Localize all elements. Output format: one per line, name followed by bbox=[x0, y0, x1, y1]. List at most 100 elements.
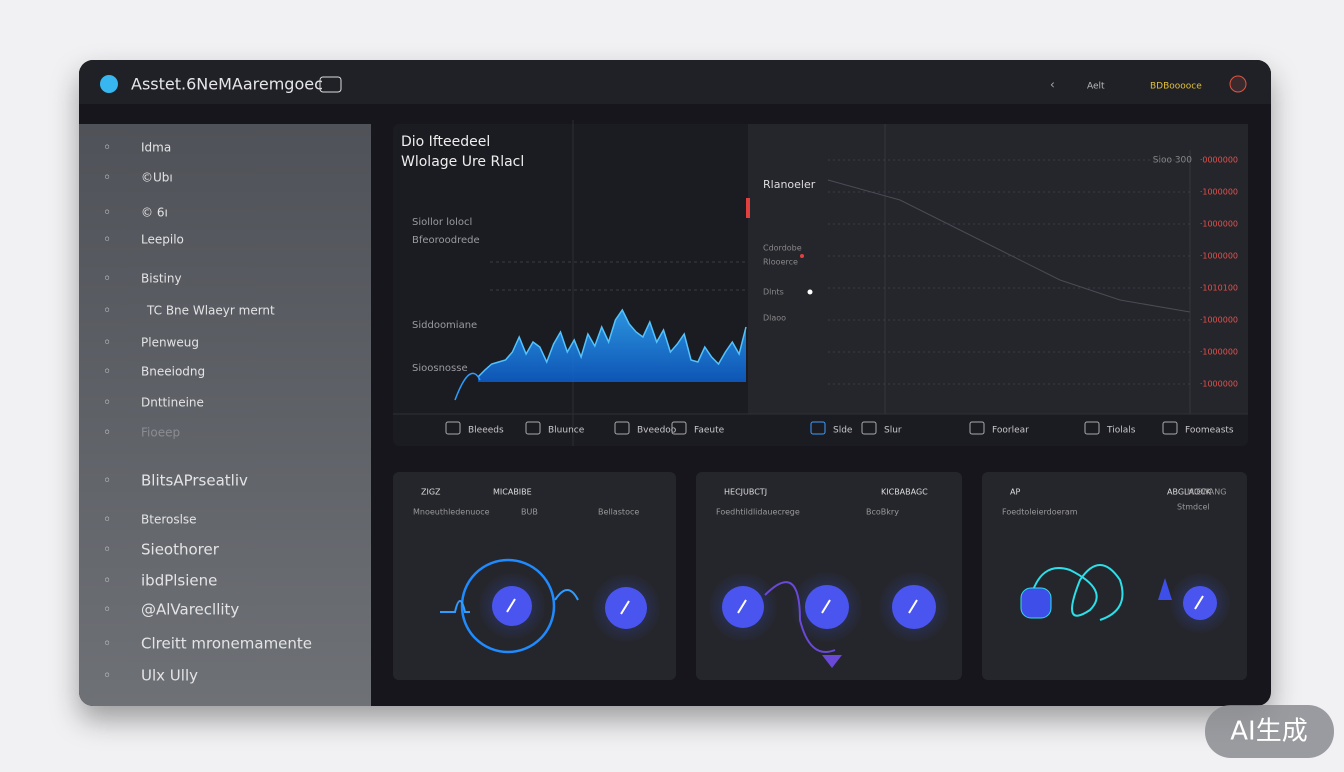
nav-icon[interactable]: ◦ bbox=[103, 232, 111, 248]
nav-icon[interactable]: ◦ bbox=[103, 542, 111, 558]
nav-icon[interactable]: ◦ bbox=[103, 668, 111, 684]
nav-item[interactable]: Clreitt mronemamente bbox=[141, 635, 312, 653]
axis-label: ·1000000 bbox=[1200, 220, 1238, 229]
trend-line bbox=[827, 179, 1191, 313]
nav-item[interactable]: Idma bbox=[141, 141, 171, 155]
nav-item[interactable]: Dnttineine bbox=[141, 396, 204, 410]
toolbar-icon[interactable] bbox=[969, 421, 985, 435]
card-note: BcoBkry bbox=[866, 508, 899, 517]
action-button[interactable] bbox=[805, 585, 849, 629]
nav-item[interactable]: © 6ı bbox=[141, 206, 168, 220]
arc bbox=[764, 581, 836, 653]
toolbar-icon[interactable] bbox=[445, 421, 461, 435]
back-icon[interactable]: ‹ bbox=[1050, 78, 1055, 92]
nav-icon[interactable]: ◦ bbox=[103, 364, 111, 380]
nav-icon[interactable]: ◦ bbox=[103, 573, 111, 589]
axis-label: ·0000000 bbox=[1200, 156, 1238, 165]
axis-top: Sioo 300 bbox=[1153, 156, 1193, 166]
nav-icon[interactable]: ◦ bbox=[103, 602, 111, 618]
nav-icon[interactable]: ◦ bbox=[103, 512, 111, 528]
card-subtitle: Foedtoleierdoeram bbox=[1002, 508, 1078, 517]
nav-icon[interactable]: ◦ bbox=[103, 425, 111, 441]
nav-item[interactable]: Leepilo bbox=[141, 233, 184, 247]
menu[interactable]: Aelt bbox=[1087, 82, 1105, 92]
nav-item[interactable]: Bneeiodng bbox=[141, 365, 205, 379]
toolbar-icon[interactable] bbox=[861, 421, 877, 435]
nav-icon[interactable]: ◦ bbox=[103, 636, 111, 652]
card-note: BUB bbox=[521, 508, 538, 517]
nav-icon[interactable]: ◦ bbox=[103, 271, 111, 287]
nav-item[interactable]: Ulx Ully bbox=[141, 667, 198, 685]
nav-item[interactable]: Sieothorer bbox=[141, 541, 220, 559]
app-title: Asstet.6NeMAaremgoec bbox=[131, 75, 323, 94]
axis-label: ·1000000 bbox=[1200, 348, 1238, 357]
nav-icon[interactable]: ◦ bbox=[103, 303, 111, 319]
overview-subtitle: Wlolage Ure Rlacl bbox=[401, 154, 524, 170]
card-subtitle: Foedhtildlidauecrege bbox=[716, 508, 800, 517]
watermark-bg bbox=[1205, 705, 1334, 758]
card-title: AP bbox=[1010, 488, 1020, 497]
toolbar-icon[interactable] bbox=[810, 421, 826, 435]
nav-item[interactable]: ©Ubı bbox=[141, 171, 173, 185]
toolbar-icon[interactable] bbox=[1084, 421, 1100, 435]
nav-item[interactable]: Plenweug bbox=[141, 336, 199, 350]
card-tag: KICBABAGC bbox=[881, 488, 928, 497]
toolbar-icon[interactable] bbox=[1162, 421, 1178, 435]
toolbar-item[interactable]: Bveedoo bbox=[637, 426, 677, 436]
toolbar-item[interactable]: Bluunce bbox=[548, 426, 585, 436]
axis-label: ·1000000 bbox=[1200, 188, 1238, 197]
action-button[interactable] bbox=[722, 586, 764, 628]
toolbar-item[interactable]: Foomeasts bbox=[1185, 426, 1234, 436]
right-panel bbox=[748, 124, 1248, 414]
icon-tile[interactable] bbox=[1020, 587, 1052, 619]
nav-icon[interactable]: ◦ bbox=[103, 473, 111, 489]
avatar[interactable] bbox=[1229, 75, 1247, 93]
side-label: Rlooerce bbox=[763, 258, 798, 267]
nav-item[interactable]: Bistiny bbox=[141, 272, 182, 286]
button-icon bbox=[821, 599, 831, 614]
watermark: AI生成 bbox=[1230, 717, 1307, 747]
marker bbox=[1158, 578, 1172, 600]
button-icon bbox=[1194, 595, 1204, 610]
toolbar-item[interactable]: Bleeeds bbox=[468, 426, 504, 436]
nav-item[interactable]: TC Bne Wlaeyr mernt bbox=[146, 304, 275, 318]
action-button[interactable] bbox=[892, 585, 936, 629]
toolbar-item[interactable]: Foorlear bbox=[992, 426, 1029, 436]
toolbar-icon[interactable] bbox=[525, 421, 541, 435]
marker bbox=[822, 655, 842, 668]
toolbar-item[interactable]: Faeute bbox=[694, 426, 725, 436]
app-logo bbox=[100, 75, 118, 93]
side-label: Cdordobe bbox=[763, 244, 802, 253]
toolbar-item[interactable]: Slur bbox=[884, 426, 902, 436]
nav-icon[interactable]: ◦ bbox=[103, 170, 111, 186]
toolbar-item[interactable]: Tiolals bbox=[1106, 426, 1136, 436]
header-bar bbox=[79, 60, 1271, 104]
action-button[interactable] bbox=[605, 587, 647, 629]
nav-icon[interactable]: ◦ bbox=[103, 140, 111, 156]
axis-label: ·1000000 bbox=[1200, 316, 1238, 325]
toolbar-icon[interactable] bbox=[671, 421, 687, 435]
toolbar-item[interactable]: Slde bbox=[833, 426, 853, 436]
nav-item[interactable]: ibdPlsiene bbox=[141, 572, 217, 590]
axis-label: ·1010100 bbox=[1200, 284, 1238, 293]
nav-item[interactable]: Fioeep bbox=[141, 426, 180, 440]
nav-item[interactable]: Bteroslse bbox=[141, 513, 197, 527]
button-icon bbox=[620, 600, 630, 615]
nav-icon[interactable]: ◦ bbox=[103, 395, 111, 411]
nav-item[interactable]: @AlVarecllity bbox=[141, 601, 239, 619]
nav-icon[interactable]: ◦ bbox=[103, 205, 111, 221]
nav-item[interactable]: BlitsAPrseatliv bbox=[141, 472, 248, 490]
wave-area bbox=[478, 310, 746, 382]
chart-label: Siddoomiane bbox=[412, 320, 477, 331]
toolbar-icon[interactable] bbox=[614, 421, 630, 435]
nav-icon[interactable]: ◦ bbox=[103, 335, 111, 351]
wave-lead bbox=[454, 372, 481, 401]
status: BDBooooce bbox=[1150, 82, 1202, 92]
chart-label: Siollor lolocl bbox=[412, 217, 472, 228]
action-button[interactable] bbox=[1183, 586, 1217, 620]
card-extra: Bellastoce bbox=[598, 508, 639, 517]
chart-label: Bfeoroodrede bbox=[412, 235, 480, 246]
title-icon bbox=[319, 76, 342, 93]
action-button[interactable] bbox=[492, 586, 532, 626]
